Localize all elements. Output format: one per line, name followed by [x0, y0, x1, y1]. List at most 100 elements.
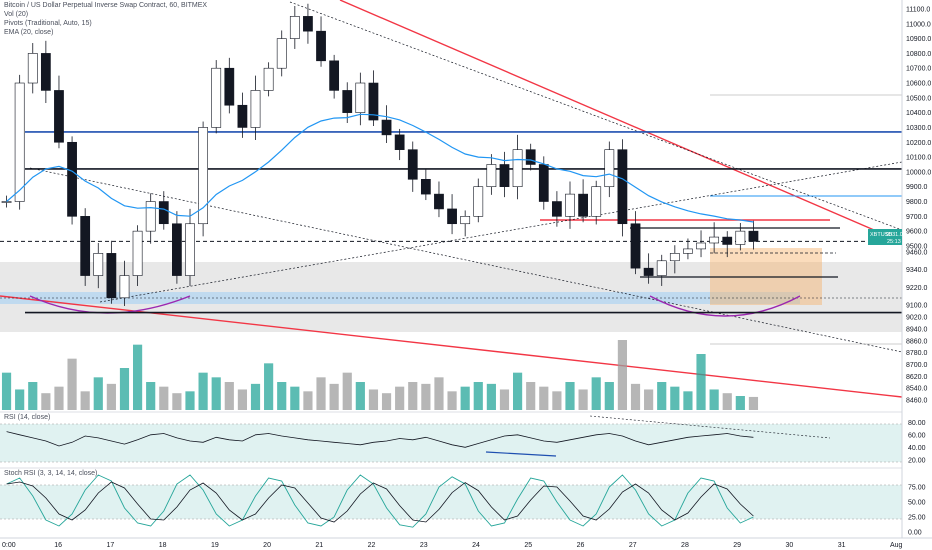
volume-bar: [421, 383, 431, 410]
price-tick-label: 9460.0: [906, 249, 928, 256]
candle-body: [669, 253, 680, 262]
candle-body: [1, 201, 12, 203]
candle-body: [578, 193, 588, 217]
price-tick-label: 10800.0: [906, 51, 931, 58]
time-tick-label: 29: [733, 542, 741, 549]
volume-bar: [526, 382, 536, 410]
candle-body: [329, 60, 340, 91]
price-tick-label: 10900.0: [906, 36, 931, 43]
volume-bar: [355, 382, 365, 410]
volume-bar: [41, 393, 51, 410]
volume-study-label[interactable]: Vol (20): [4, 11, 29, 18]
volume-bar: [591, 377, 601, 410]
time-tick-label: 16: [54, 542, 62, 549]
badge-countdown: 25:13: [887, 239, 901, 245]
volume-bar: [159, 386, 169, 410]
price-tick-label: 8780.0: [906, 350, 928, 357]
candle-body: [604, 149, 615, 188]
volume-bar: [303, 391, 313, 410]
stoch-study-label[interactable]: Stoch RSI (3, 3, 14, 14, close): [4, 470, 98, 477]
stoch-tick-label: 50.00: [908, 500, 926, 507]
volume-bar: [133, 344, 143, 410]
candle-body: [211, 67, 222, 128]
symbol-title[interactable]: Bitcoin / US Dollar Perpetual Inverse Sw…: [4, 2, 208, 9]
volume-bar: [735, 396, 745, 410]
volume-bar: [552, 391, 562, 410]
price-tick-label: 9220.0: [906, 285, 928, 292]
volume-bar: [617, 340, 627, 410]
price-tick-label: 11100.0: [906, 6, 930, 13]
volume-bar: [657, 382, 667, 410]
candle-body: [381, 119, 392, 136]
price-tick-label: 9020.0: [906, 315, 928, 322]
candle-body: [198, 127, 208, 225]
candle-body: [591, 186, 602, 217]
candle-body: [722, 236, 733, 245]
pivots-study-label[interactable]: Pivots (Traditional, Auto, 15): [4, 20, 92, 27]
volume-bar: [513, 372, 523, 410]
candle-body: [27, 53, 38, 84]
candle-body: [617, 149, 628, 225]
volume-bar: [604, 382, 614, 410]
candle-body: [447, 208, 457, 225]
candle-body: [93, 253, 104, 276]
volume-bar: [748, 396, 759, 410]
time-tick-label: 28: [681, 542, 689, 549]
volume-bar: [408, 382, 418, 410]
volume-bar: [578, 389, 588, 410]
candle-body: [106, 253, 117, 299]
time-tick-label: 19: [211, 542, 219, 549]
candle-body: [316, 30, 326, 62]
volume-bar: [709, 389, 719, 410]
volume-bar: [630, 383, 641, 410]
time-axis[interactable]: 0:00 16 17 18 19 20 21 22 23 24 25 26 27 28 29 30 31 Aug: [2, 542, 903, 549]
volume-bar: [264, 363, 274, 410]
volume-bar: [486, 383, 496, 410]
ema-study-label[interactable]: EMA (20, close): [4, 29, 54, 36]
volume-bar: [395, 386, 405, 410]
volume-bar: [146, 382, 156, 410]
candle-body: [289, 16, 300, 39]
rsi-axis: 80.00 60.00 40.00 20.00: [908, 420, 926, 465]
candle-body: [473, 186, 484, 217]
stoch-axis: 75.00 50.00 25.00 0.00: [908, 485, 926, 537]
rsi-band: [0, 424, 902, 462]
candle-body: [394, 134, 405, 150]
volume-bar: [342, 372, 352, 410]
time-tick-label: 27: [629, 542, 637, 549]
candle-body: [355, 82, 366, 113]
volume-bar: [185, 391, 195, 410]
candle-body: [185, 223, 195, 276]
price-tick-label: 9500.0: [906, 243, 928, 250]
volume-bar: [381, 393, 392, 410]
price-tick-label: 11000.0: [906, 21, 931, 28]
volume-bar: [447, 391, 457, 410]
candle-body: [54, 90, 64, 143]
time-tick-label: 30: [786, 542, 794, 549]
stoch-rsi-pane: [0, 467, 902, 528]
candle-body: [237, 104, 248, 128]
time-tick-label: 20: [263, 542, 271, 549]
last-price-badge-bg: [868, 229, 902, 245]
rsi-study-label[interactable]: RSI (14, close): [4, 414, 51, 421]
candle-body: [172, 223, 182, 276]
stoch-tick-label: 75.00: [908, 485, 926, 492]
time-tick-label: 31: [838, 542, 846, 549]
rsi-dotted-trend: [589, 415, 831, 439]
time-tick-label: 17: [106, 542, 114, 549]
candle-body: [119, 275, 130, 299]
price-tick-label: 9900.0: [906, 184, 928, 191]
candle-body: [538, 164, 549, 202]
volume-bar: [499, 389, 510, 410]
candle-body: [276, 38, 287, 69]
time-tick-label: 26: [577, 542, 585, 549]
candle-body: [525, 149, 536, 165]
price-axis[interactable]: 11100.0 11000.0 10900.0 10800.0 10700.0 10600…: [906, 6, 931, 404]
volume-bar: [67, 358, 77, 410]
candle-body: [342, 90, 353, 113]
price-tick-label: 10100.0: [906, 155, 931, 162]
stoch-tick-label: 25.00: [908, 515, 926, 522]
volume-bar: [539, 386, 549, 410]
volume-bar: [696, 354, 706, 410]
